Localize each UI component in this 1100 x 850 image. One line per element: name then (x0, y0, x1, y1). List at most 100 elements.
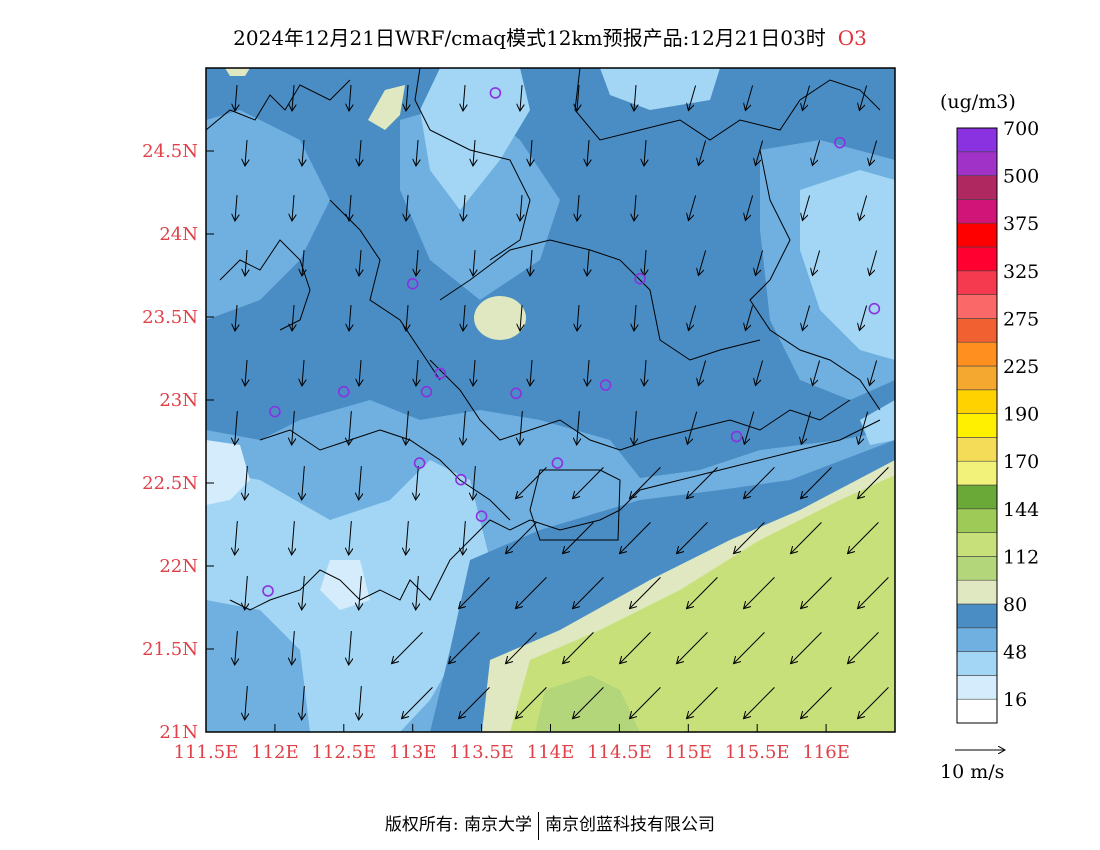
legend-label: 48 (1003, 642, 1027, 664)
border-north-b (414, 68, 531, 261)
legend-label: 144 (1003, 499, 1039, 521)
station-marker (413, 457, 426, 469)
legend-label: 80 (1003, 594, 1027, 616)
wind-vector (688, 85, 697, 111)
wind-vector (473, 466, 476, 500)
wind-vector (634, 195, 636, 221)
wind-vector (245, 686, 248, 720)
wind-vector (687, 686, 718, 718)
wind-vector (473, 250, 475, 276)
footer: 版权所有: 南京大学 南京创蓝科技有限公司 (0, 810, 1100, 840)
wind-vector (812, 360, 821, 386)
legend-label: 325 (1003, 261, 1039, 283)
station-marker (406, 277, 419, 290)
legend-units: (ug/m3) (940, 91, 1016, 113)
wind-vector (416, 250, 418, 276)
wind-vector (416, 466, 419, 500)
legend-swatch (956, 413, 998, 438)
wind-vector (235, 305, 237, 331)
station-marker (510, 387, 522, 400)
legend-swatch (956, 222, 998, 248)
wind-vector (349, 305, 351, 331)
wind-vector (859, 195, 868, 221)
wind-vector (734, 631, 765, 663)
wind-vector (688, 195, 697, 221)
wind-vector (292, 85, 294, 111)
wind-vector (349, 195, 351, 221)
wind-vector (745, 195, 754, 221)
legend-swatch (956, 365, 998, 391)
wind-vector (698, 140, 707, 166)
wind-vector (858, 686, 889, 718)
wind-vector (359, 466, 362, 500)
wind-vector (359, 576, 362, 610)
legend-label: 700 (1003, 118, 1039, 140)
wind-vector (745, 305, 754, 331)
station-marker (834, 136, 846, 149)
x-tick-label: 112E (251, 742, 299, 763)
wind-vector (359, 686, 362, 720)
wind-vector (245, 140, 247, 166)
wind-vector (812, 250, 821, 276)
station-marker (455, 473, 467, 486)
legend-swatches (956, 127, 998, 724)
border-north-c (574, 68, 881, 141)
wind-vector (791, 631, 822, 663)
border-west-a (219, 239, 311, 331)
x-tick-label: 111.5E (174, 742, 239, 763)
legend-swatch (956, 532, 998, 557)
wind-vector (463, 411, 466, 445)
field-lightest-southwest (206, 440, 250, 505)
wind-vector (677, 631, 708, 663)
wind-vector (463, 305, 465, 331)
wind-vector (644, 360, 646, 386)
legend-swatch (956, 318, 998, 343)
station-marker (551, 457, 564, 469)
wind-vector (744, 576, 775, 608)
border-west-b (329, 199, 441, 381)
wind-vector (359, 360, 361, 386)
wind-vector (677, 521, 708, 553)
wind-vector (235, 195, 237, 221)
wind-vector (688, 305, 697, 331)
concentration-field (206, 68, 895, 732)
station-marker (434, 367, 447, 380)
wind-vector (573, 576, 604, 608)
wind-vector (587, 140, 589, 166)
x-tick-label: 116E (802, 742, 850, 763)
wind-vector (587, 360, 589, 386)
footer-copyright: 版权所有: 南京大学 (384, 815, 533, 835)
wind-vector (235, 85, 237, 111)
wind-vector (406, 85, 408, 111)
y-tick-label: 22N (159, 556, 198, 577)
wind-vector (577, 195, 579, 221)
wind-vector (573, 466, 604, 498)
field-green-sea (510, 475, 895, 732)
wind-vector (449, 631, 480, 663)
field-light-northcenter (420, 68, 530, 210)
wind-vector (634, 305, 636, 331)
wind-vector (359, 250, 361, 276)
x-tick-label: 112.5E (311, 742, 376, 763)
wind-vector (687, 411, 698, 445)
wind-vector (302, 576, 305, 610)
legend-swatch (956, 246, 998, 272)
wind-vector (349, 521, 352, 555)
legend-frame (956, 127, 998, 724)
wind-vector (406, 411, 409, 445)
wind-vector (848, 631, 879, 663)
field-patch-north (368, 85, 405, 130)
y-tick-label: 21.5N (142, 639, 198, 660)
wind-vector (463, 85, 465, 111)
wind-vector (473, 140, 475, 166)
wind-vector (744, 411, 755, 445)
wind-vector (463, 521, 466, 555)
wind-vector (302, 360, 304, 386)
legend-swatch (956, 127, 998, 153)
wind-vector (516, 576, 547, 608)
wind-vector (563, 521, 594, 553)
wind-vector (235, 631, 238, 665)
title-main: 2024年12月21日WRF/cmaq模式12km预报产品:12月21日03时 (233, 26, 826, 50)
wind-vector (302, 140, 304, 166)
legend-swatch (956, 675, 998, 700)
